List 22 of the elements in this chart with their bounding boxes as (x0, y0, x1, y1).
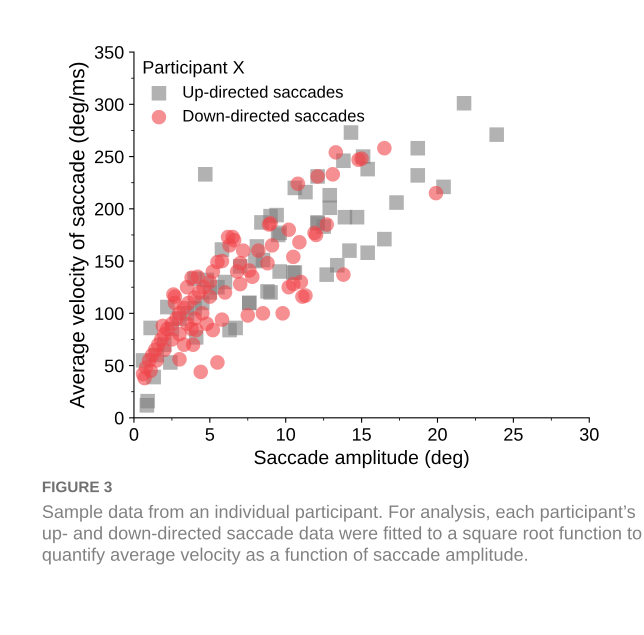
x-axis-title: Saccade amplitude (deg) (254, 450, 468, 468)
y-tick-label: 0 (114, 412, 124, 425)
y-tick-label: 250 (95, 150, 124, 164)
y-axis-title: Average velocity of saccade (deg/ms) (69, 62, 89, 408)
y-tick-label: 200 (95, 202, 124, 216)
x-tick-label: 5 (206, 428, 214, 441)
y-tick-label: 300 (94, 98, 124, 112)
x-tick-label: 25 (504, 428, 523, 441)
x-tick-label: 15 (352, 428, 371, 441)
caption: FIGURE 3 (42, 481, 112, 492)
x-tick-label: 30 (580, 428, 599, 441)
y-tick-label: 350 (94, 46, 124, 59)
y-tick-label: 150 (95, 255, 124, 268)
x-tick-label: 10 (277, 428, 296, 441)
y-tick-label: 100 (95, 307, 124, 320)
legend-label: Up-directed saccades (184, 86, 343, 102)
text: Sample data from an individual participant. For analysis, each participant’s up- and down-directed saccade data were fitted to a square root function to quantify average velocity as a function of saccade amplitude. (42, 504, 642, 564)
legend-label: Down-directed saccades (184, 109, 364, 122)
x-tick-label: 0 (130, 428, 138, 441)
x-tick-label: 20 (428, 428, 447, 441)
legend-title: Participant X (144, 60, 244, 78)
y-tick-label: 50 (104, 360, 124, 372)
